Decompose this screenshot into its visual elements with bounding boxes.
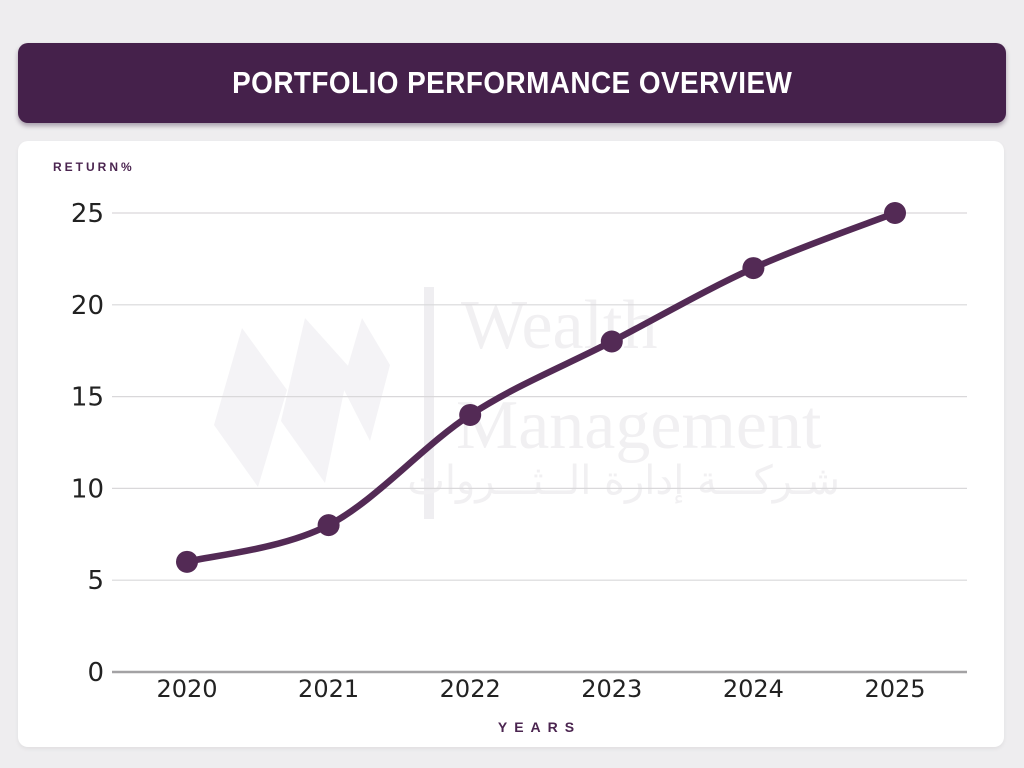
diamond-shape	[214, 328, 287, 487]
x-axis-title: YEARS	[497, 719, 582, 735]
diamond-shape	[342, 318, 390, 441]
x-tick-label: 2024	[723, 675, 784, 703]
y-tick-label: 15	[71, 383, 104, 413]
y-axis-title: RETURN%	[53, 160, 135, 174]
x-tick-label: 2020	[156, 675, 217, 703]
y-tick-label: 20	[71, 291, 104, 321]
x-tick-label: 2023	[581, 675, 642, 703]
x-tick-label: 2022	[440, 675, 501, 703]
watermark: Wealth Management شـركـــة إدارة الــثــ…	[18, 141, 1004, 747]
data-point	[884, 202, 906, 224]
y-tick-label: 25	[71, 199, 104, 229]
data-point	[600, 330, 623, 353]
divider-bar	[424, 287, 434, 519]
chart-card: Wealth Management شـركـــة إدارة الــثــ…	[18, 141, 1004, 747]
title-banner: PORTFOLIO PERFORMANCE OVERVIEW	[18, 43, 1006, 123]
watermark-wealth: Wealth	[461, 287, 658, 364]
x-tick-label: 2025	[864, 675, 925, 703]
series-line	[183, 209, 899, 566]
data-point	[742, 257, 765, 280]
three-diamonds-logo-icon	[214, 287, 434, 519]
y-tick-label: 10	[71, 474, 104, 504]
data-point	[459, 403, 482, 426]
data-point	[176, 550, 198, 573]
watermark-management: Management	[456, 387, 822, 464]
x-tick-label: 2021	[298, 675, 359, 703]
page-title: PORTFOLIO PERFORMANCE OVERVIEW	[231, 65, 793, 100]
y-tick-label: 0	[87, 658, 104, 688]
watermark-arabic: شـركـــة إدارة الــثـــروات	[407, 458, 840, 504]
diamond-shape	[281, 318, 349, 483]
data-point	[317, 514, 340, 537]
y-tick-label: 5	[87, 566, 104, 596]
